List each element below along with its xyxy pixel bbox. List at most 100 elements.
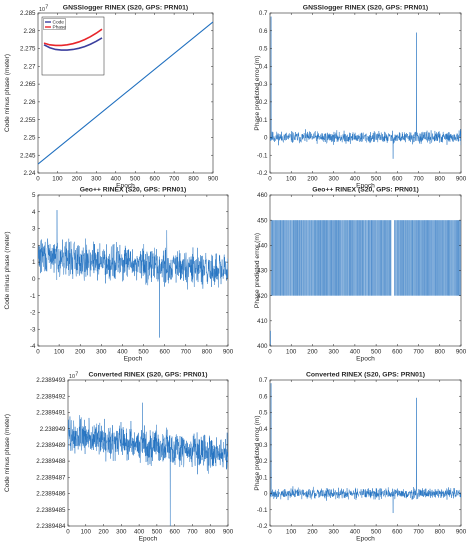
- y-tick-label: 2.2389492: [36, 393, 66, 400]
- inset-line-phase: [43, 28, 103, 47]
- x-axis-label: Epoch: [124, 356, 143, 363]
- x-tick-label: 600: [392, 176, 403, 183]
- chart-panel-6: 0 100 200 300 400 500 600 700 800 900 -0.2 -0.1 0 0.1…: [254, 372, 467, 543]
- y-axis-label: Phase predicted error (m): [254, 415, 261, 490]
- x-tick-label: 900: [223, 529, 234, 536]
- x-tick-label: 0: [268, 176, 272, 183]
- x-tick-label: 500: [138, 349, 149, 356]
- series-line: [270, 16, 461, 159]
- y-tick-label: -2: [30, 310, 36, 317]
- y-tick-label: -0.1: [257, 152, 268, 159]
- x-tick-label: 900: [223, 349, 234, 356]
- inset-line-code: [43, 37, 103, 51]
- y-tick-label: 2.275: [20, 46, 36, 53]
- x-tick-label: 600: [392, 529, 403, 536]
- y-tick-label: 5: [32, 192, 36, 199]
- y-tick-label: 0.5: [259, 410, 268, 417]
- series-layer: [270, 383, 461, 514]
- y-tick-label: 2.285: [20, 10, 36, 17]
- y-tick-label: -0.1: [257, 507, 268, 514]
- x-axis-label: Epoch: [116, 183, 135, 190]
- plot-area: [269, 379, 462, 527]
- x-tick-label: 900: [208, 176, 219, 183]
- series-line: [38, 21, 213, 165]
- x-tick-label: 0: [36, 349, 40, 356]
- x-tick-label: 0: [268, 349, 272, 356]
- y-tick-label: 1: [32, 259, 36, 266]
- y-tick-label: 2.2389489: [36, 442, 66, 449]
- x-tick-label: 100: [286, 176, 297, 183]
- chart-title: Geo++ RINEX (S20, GPS: PRN01): [80, 187, 187, 194]
- y-tick-label: 0.1: [259, 117, 268, 124]
- y-tick-label: 0.4: [259, 63, 268, 70]
- y-axis-label: Code minus phase (meter): [4, 414, 11, 492]
- x-tick-label: 500: [130, 176, 141, 183]
- legend-label-code: Code: [53, 20, 65, 26]
- x-tick-label: 300: [91, 176, 102, 183]
- x-tick-label: 900: [456, 176, 467, 183]
- y-tick-label: 4: [32, 209, 36, 216]
- y-tick-label: -0.2: [257, 523, 268, 530]
- x-tick-label: 800: [188, 176, 199, 183]
- x-tick-label: 600: [160, 349, 171, 356]
- y-tick-label: 2.245: [20, 152, 36, 159]
- chart-panel-5: 0 100 200 300 400 500 600 700 800 900 2.2389484 2.2…: [4, 372, 234, 543]
- series-line: [270, 383, 461, 514]
- x-tick-label: 300: [96, 349, 107, 356]
- y-tick-label: 420: [257, 293, 268, 300]
- y-tick-label: 2.255: [20, 117, 36, 124]
- chart-title: GNSSlogger RINEX (S20, GPS: PRN01): [303, 5, 428, 12]
- y-exponent-power: 7: [45, 5, 48, 11]
- x-tick-label: 200: [307, 176, 318, 183]
- x-tick-label: 0: [36, 176, 40, 183]
- y-axis-label: Phase predicted error (m): [254, 233, 261, 308]
- y-tick-label: 2.2389486: [36, 491, 66, 498]
- x-tick-label: 100: [81, 529, 92, 536]
- x-tick-label: 300: [329, 349, 340, 356]
- y-tick-label: 2.25: [23, 135, 36, 142]
- y-tick-label: 0.2: [259, 458, 268, 465]
- y-tick-label: 2.238949: [40, 426, 66, 433]
- series-line: [68, 402, 228, 526]
- x-tick-label: 300: [116, 529, 127, 536]
- y-tick-label: 0.1: [259, 474, 268, 481]
- y-tick-label: 2.2389493: [36, 377, 66, 384]
- x-tick-label: 800: [435, 529, 446, 536]
- y-tick-label: -3: [30, 326, 36, 333]
- y-tick-label: 2.2389485: [36, 507, 66, 514]
- y-tick-label: 2.24: [23, 170, 36, 177]
- x-tick-label: 300: [329, 529, 340, 536]
- x-tick-label: 600: [150, 176, 161, 183]
- series-line: [38, 210, 228, 338]
- series-layer: [68, 402, 228, 526]
- y-exponent-base: 10: [69, 374, 75, 380]
- y-tick-label: 430: [257, 268, 268, 275]
- x-tick-label: 500: [371, 349, 382, 356]
- x-tick-label: 900: [456, 529, 467, 536]
- y-axis-label: Phase predicted error (m): [254, 55, 261, 130]
- y-tick-label: 0.6: [259, 393, 268, 400]
- x-tick-label: 400: [350, 176, 361, 183]
- series-layer: [270, 220, 461, 346]
- y-tick-label: 0.4: [259, 426, 268, 433]
- x-tick-label: 700: [413, 176, 424, 183]
- x-tick-label: 700: [413, 349, 424, 356]
- x-tick-label: 700: [181, 349, 192, 356]
- y-tick-label: 400: [257, 343, 268, 350]
- y-tick-label: 0.3: [259, 81, 268, 88]
- y-tick-label: 0.2: [259, 99, 268, 106]
- x-tick-label: 200: [307, 529, 318, 536]
- chart-title: Geo++ RINEX (S20, GPS: PRN01): [312, 187, 419, 194]
- x-tick-label: 400: [117, 349, 128, 356]
- series-band: [270, 220, 461, 296]
- x-tick-label: 500: [371, 529, 382, 536]
- x-tick-label: 800: [435, 349, 446, 356]
- chart-panel-1: 0 100 200 300 400 500 600 700 800 900 2.24 2.245 2.2…: [4, 5, 219, 190]
- chart-title: Converted RINEX (S20, GPS: PRN01): [89, 372, 208, 379]
- x-tick-label: 100: [54, 349, 65, 356]
- x-tick-label: 400: [111, 176, 122, 183]
- legend-label-phase: Phase: [53, 25, 67, 31]
- x-tick-label: 200: [72, 176, 83, 183]
